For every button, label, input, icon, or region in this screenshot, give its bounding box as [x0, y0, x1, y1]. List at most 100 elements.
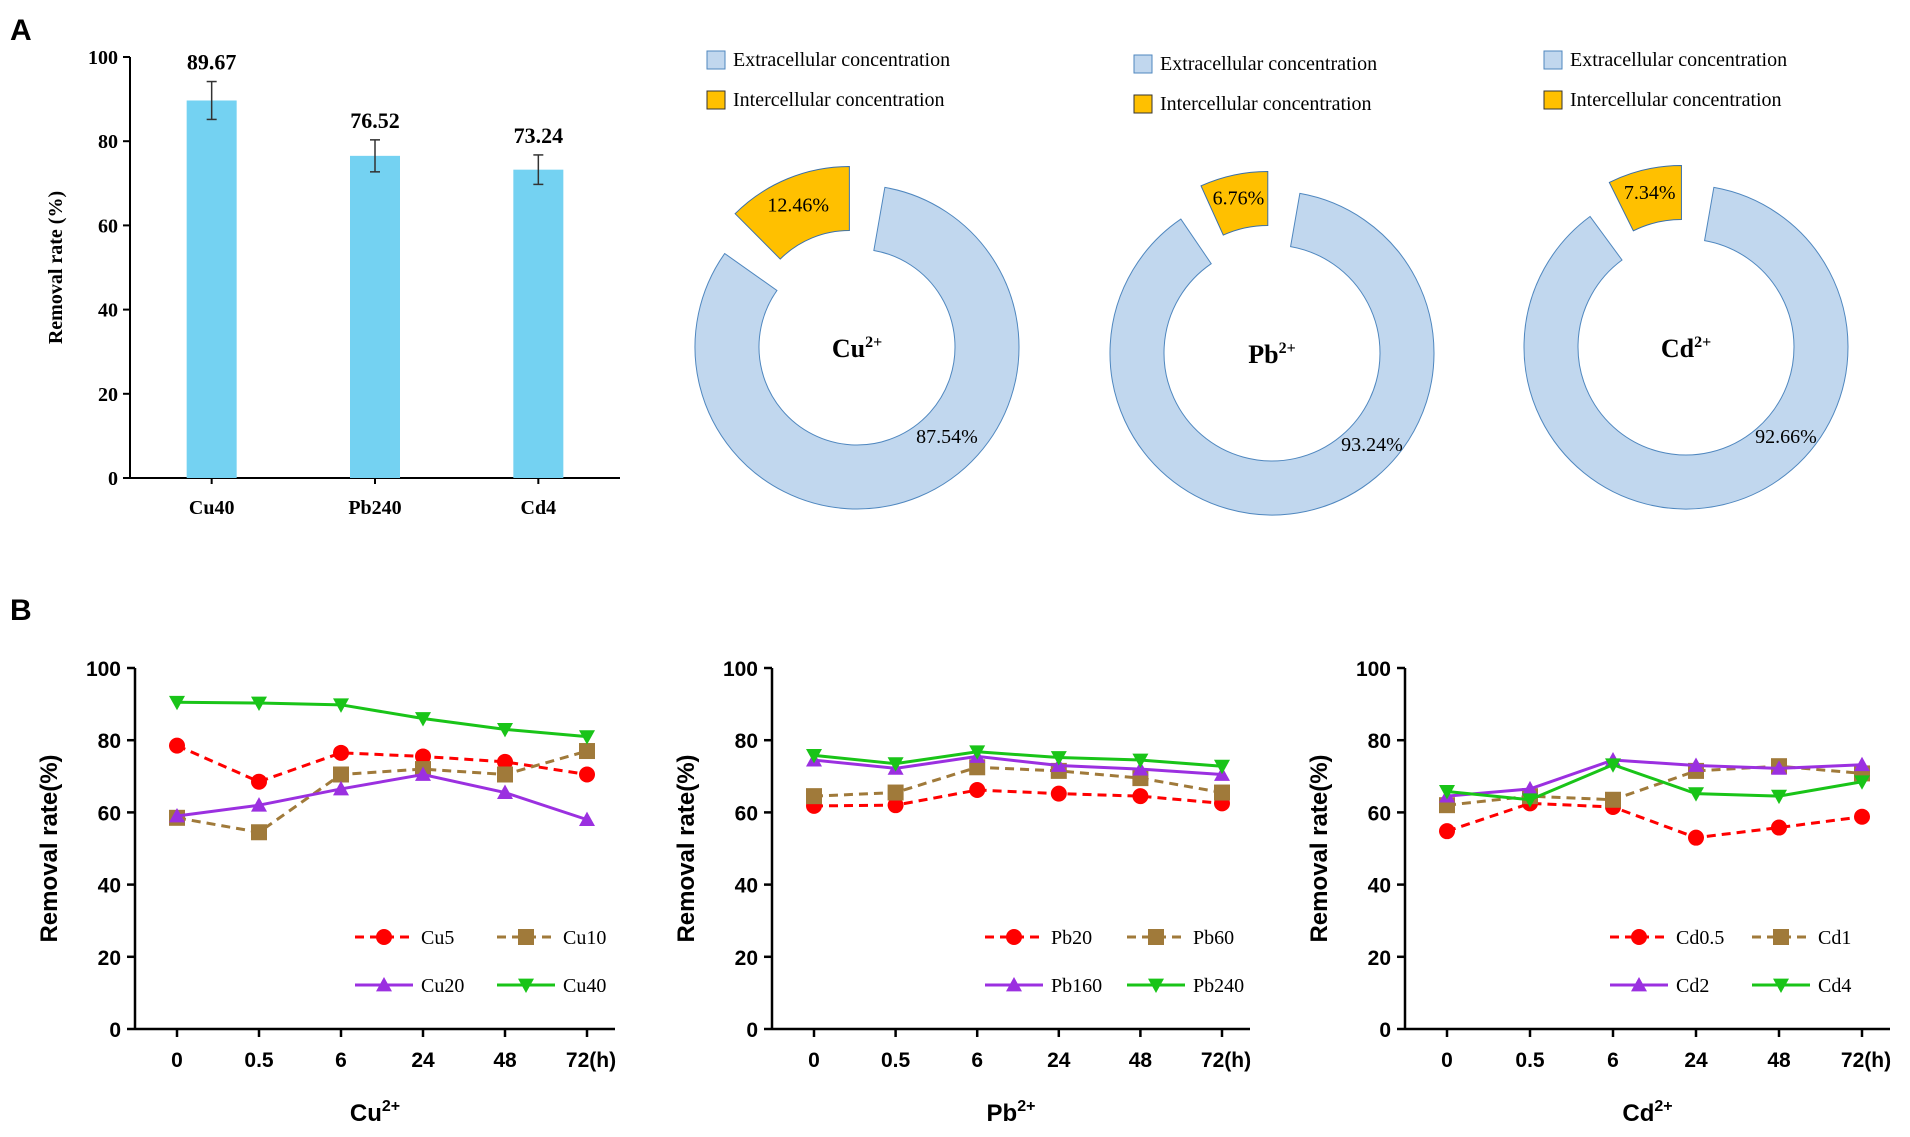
legend-swatch [1543, 90, 1563, 110]
line-chart-pb: 0 20 40 60 80 100 Removal rate(%) 0 0.5 6 24 48 72(h… [673, 658, 1251, 1127]
legend-label: Intercellular concentration [1160, 93, 1372, 115]
x-tick-label: 24 [1047, 1049, 1071, 1072]
series-line [176, 749, 588, 834]
x-tick-label: 72(h) [566, 1049, 616, 1072]
y-axis-label: Removal rate(%) [36, 754, 63, 942]
data-point [169, 737, 185, 754]
x-tick-label: 48 [493, 1049, 517, 1072]
x-tick-value: 72 [566, 1049, 589, 1072]
line-chart-cu: 0 20 40 60 80 100 Removal rate(%) 0 0.5 6 24 48 72(h… [36, 658, 616, 1127]
data-point [1439, 823, 1455, 840]
series-line [813, 754, 1223, 776]
data-point [969, 782, 986, 799]
data-point [579, 811, 595, 827]
legend-swatch [1133, 54, 1153, 74]
data-point [579, 743, 595, 760]
x-axis-label-base: Cd [1622, 1100, 1654, 1127]
x-tick-label: 6 [335, 1049, 347, 1072]
series-line [176, 744, 588, 784]
legend-label: Pb20 [1051, 927, 1092, 949]
x-tick-label: 72(h) [1841, 1049, 1891, 1072]
bar [186, 100, 237, 478]
data-point [1773, 929, 1789, 945]
legend-label: Cd0.5 [1676, 927, 1724, 949]
pie-center-label-sup: 2+ [865, 334, 882, 351]
data-point [1006, 929, 1022, 945]
x-tick-value: 72 [1841, 1049, 1864, 1072]
x-tick-label: 0 [1441, 1049, 1453, 1072]
y-tick-label: 0 [109, 1019, 121, 1042]
pie-slice-intracellular [734, 166, 850, 260]
data-point [333, 780, 349, 796]
data-point [1605, 758, 1621, 773]
y-tick-label: 0 [108, 468, 118, 490]
data-point [1214, 784, 1230, 801]
series-line [1446, 758, 1863, 798]
series-line [176, 700, 588, 739]
y-tick-label: 100 [723, 658, 758, 681]
legend-swatch [1543, 50, 1563, 70]
data-point [806, 788, 822, 805]
panel-label-b: B [10, 594, 32, 627]
x-tick-label: Cd4 [521, 497, 557, 519]
data-point [1132, 753, 1149, 769]
data-point [251, 773, 267, 790]
data-point [415, 712, 431, 727]
legend-label: Intercellular concentration [1570, 89, 1782, 111]
x-tick-label: 0.5 [1515, 1049, 1545, 1072]
y-tick-label: 60 [1368, 802, 1391, 825]
x-axis-label-sup: 2+ [1017, 1098, 1035, 1115]
x-tick-label: 24 [1684, 1049, 1708, 1072]
legend-label: Cu5 [421, 927, 454, 949]
pie-chart-pb: Extracellular concentration Intercellular… [1109, 53, 1435, 516]
legend-label: Pb240 [1193, 975, 1244, 997]
data-point [579, 730, 595, 745]
x-axis-label: Cu2+ [350, 1098, 400, 1127]
data-point [887, 797, 904, 814]
y-tick-label: 60 [735, 802, 758, 825]
y-tick-label: 60 [98, 802, 121, 825]
pie-slice-label: 87.54% [916, 426, 978, 448]
x-tick-label: 72(h) [1201, 1049, 1251, 1072]
x-axis-label-sup: 2+ [382, 1098, 400, 1115]
data-point [333, 698, 349, 713]
data-point [251, 797, 267, 812]
pie-center-label: Cu2+ [832, 334, 882, 363]
bar-value-label: 76.52 [350, 108, 400, 133]
data-point [1006, 977, 1022, 992]
data-point [251, 824, 267, 841]
line-chart-cd: 0 20 40 60 80 100 Removal rate(%) 0 0.5 6 24 48 72(h… [1306, 658, 1891, 1127]
pie-center-label-sup: 2+ [1279, 340, 1296, 357]
x-axis-label-base: Pb [987, 1100, 1018, 1127]
pie-center-label-sup: 2+ [1694, 334, 1711, 351]
pie-center-label-base: Cu [832, 334, 865, 363]
data-point [169, 695, 185, 711]
y-tick-label: 20 [98, 384, 118, 406]
legend-label: Pb160 [1051, 975, 1102, 997]
legend-label: Extracellular concentration [733, 49, 950, 71]
data-point [376, 977, 392, 992]
y-tick-label: 100 [88, 47, 118, 69]
data-point [415, 766, 431, 781]
data-point [1773, 978, 1789, 993]
y-axis-label: Removal rate(%) [1306, 754, 1333, 942]
data-point [1605, 791, 1621, 808]
y-tick-label: 80 [1368, 730, 1391, 753]
pie-center-label-base: Cd [1661, 334, 1695, 363]
x-unit: (h) [1864, 1049, 1891, 1072]
pie-slice-extracellular [1523, 186, 1849, 510]
data-point [1522, 793, 1538, 808]
data-point [1148, 978, 1164, 993]
data-point [497, 753, 513, 770]
y-tick-label: 0 [1379, 1019, 1391, 1042]
data-point [333, 744, 349, 761]
x-tick-label: 48 [1767, 1049, 1791, 1072]
series-line [1446, 764, 1863, 807]
data-point [1771, 789, 1787, 805]
legend-label: Cu20 [421, 975, 464, 997]
pie-center-label-base: Pb [1248, 340, 1278, 369]
series-line [813, 750, 1223, 768]
x-tick-value: 72 [1201, 1049, 1224, 1072]
data-point [376, 929, 392, 945]
bar [513, 169, 564, 478]
